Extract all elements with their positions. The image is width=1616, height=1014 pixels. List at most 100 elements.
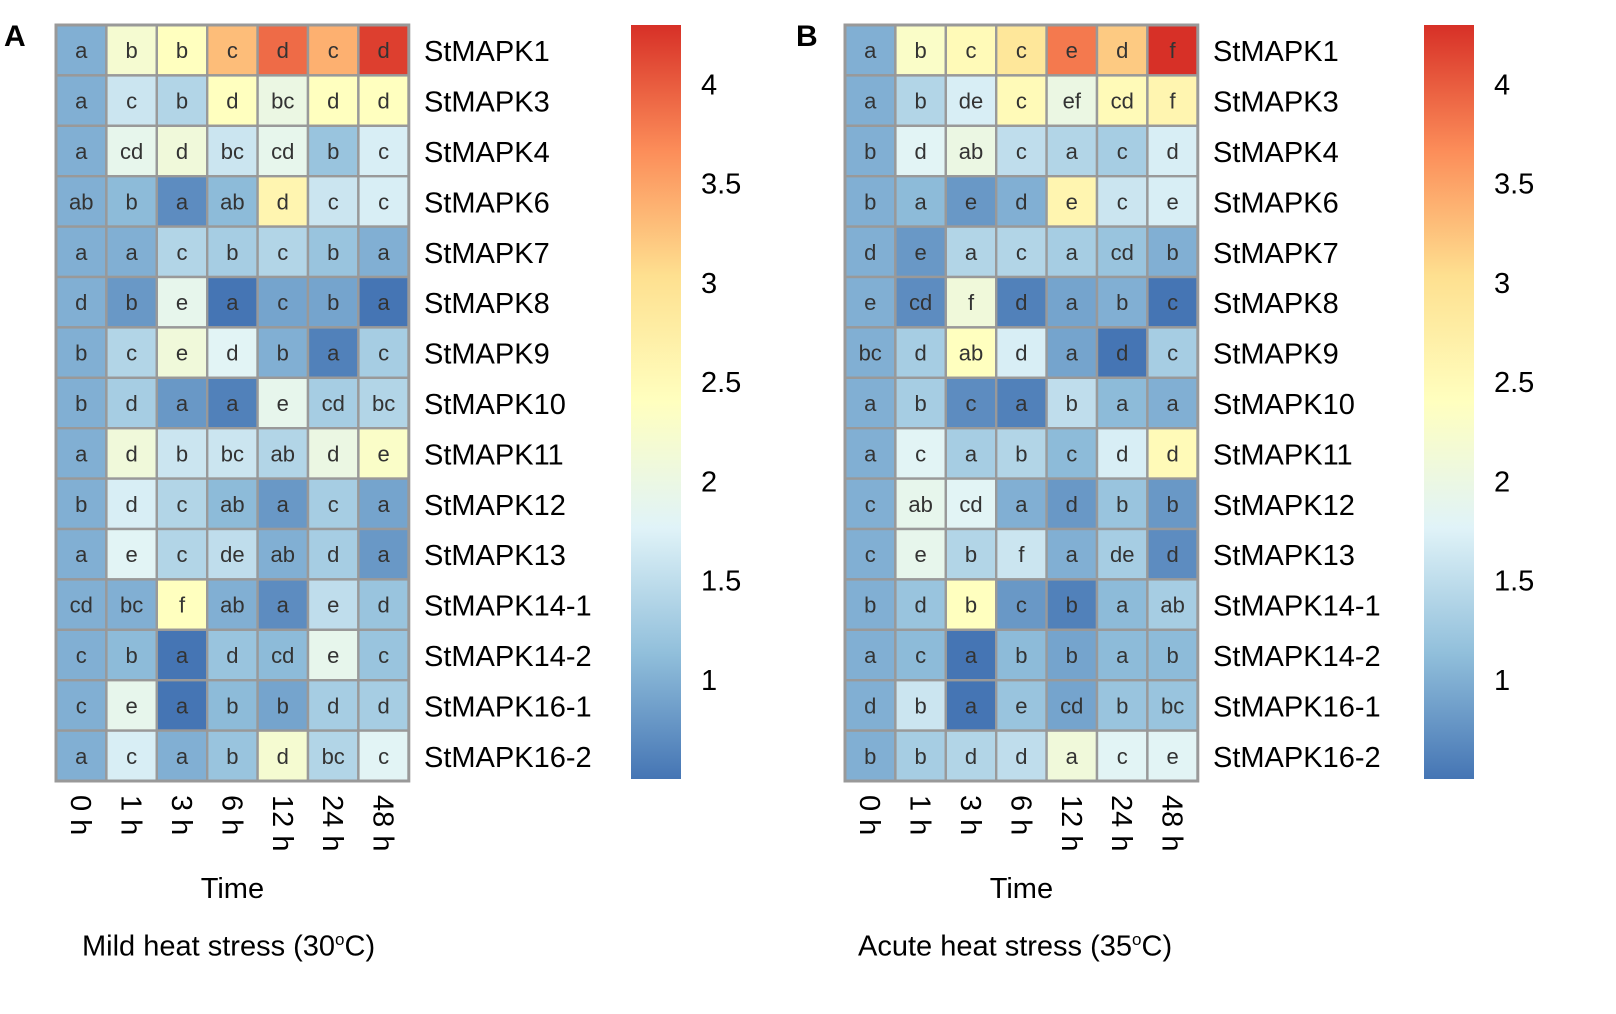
cell-annotation: a — [1166, 391, 1179, 416]
cell-annotation: c — [227, 38, 238, 63]
heatmap-cell — [1146, 275, 1199, 329]
colorbar-tick-label: 1 — [701, 665, 717, 697]
colorbar-tick-label: 4 — [701, 70, 717, 102]
panel-b: B a b c c e d f a b de c ef cd f b d ab c a c d b a e d e c e d e a c a c… — [796, 0, 1616, 1014]
cell-annotation: b — [914, 38, 926, 63]
cell-annotation: b — [226, 744, 238, 769]
cell-annotation: de — [959, 89, 983, 114]
cell-annotation: c — [1016, 240, 1027, 265]
cell-annotation: b — [914, 89, 926, 114]
cell-annotation: a — [75, 441, 88, 466]
heatmap-cell — [306, 427, 360, 480]
cell-annotation: cd — [271, 643, 294, 668]
heatmap-cell — [1045, 527, 1099, 581]
cell-annotation: b — [1166, 492, 1178, 517]
cell-annotation: d — [377, 593, 389, 618]
row-label: StMAPK1 — [424, 36, 550, 68]
cell-annotation: a — [75, 542, 88, 567]
heatmap-cell — [1146, 174, 1199, 228]
row-label: StMAPK14-1 — [424, 591, 592, 623]
cell-annotation: a — [1015, 391, 1028, 416]
x-axis-title: Time — [990, 873, 1053, 900]
heatmap-cell — [944, 477, 998, 531]
heatmap-cell — [994, 124, 1048, 178]
cell-annotation: e — [1066, 38, 1078, 63]
heatmap-cell — [205, 124, 259, 178]
cell-annotation: a — [1066, 341, 1079, 366]
heatmap-cell — [1095, 477, 1149, 531]
cell-annotation: b — [125, 38, 137, 63]
column-label: 48 h — [1156, 795, 1188, 851]
cell-annotation: cd — [70, 593, 93, 618]
cell-annotation: f — [179, 593, 186, 618]
heatmap-cell — [54, 326, 108, 379]
cell-annotation: a — [864, 441, 877, 466]
cell-annotation: cd — [1060, 693, 1083, 718]
heatmap-cell — [994, 23, 1048, 77]
row-label: StMAPK8 — [424, 288, 550, 320]
cell-annotation: b — [1015, 643, 1027, 668]
cell-annotation: bc — [120, 593, 143, 618]
cell-annotation: a — [864, 89, 877, 114]
heatmap-cell — [843, 376, 897, 430]
cell-annotation: e — [1166, 189, 1178, 214]
colorbar-tick-label: 2 — [701, 466, 717, 498]
cell-annotation: c — [126, 89, 137, 114]
cell-annotation: d — [327, 441, 339, 466]
row-label: StMAPK1 — [1213, 36, 1339, 68]
heatmap-cell — [843, 124, 897, 178]
cell-annotation: a — [864, 391, 877, 416]
heatmap-cell — [994, 679, 1048, 732]
colorbar-tick-label: 4 — [1494, 70, 1510, 102]
panel-a: A a b b c d c d a c b d bc d d a cd d bc cd b c ab b a ab d c c a a c b… — [4, 20, 741, 964]
heatmap-cell — [357, 74, 410, 128]
cell-annotation: a — [1116, 593, 1129, 618]
cell-annotation: b — [327, 139, 339, 164]
cell-annotation: e — [1166, 744, 1178, 769]
cell-annotation: a — [1066, 542, 1079, 567]
cell-annotation: a — [1066, 290, 1079, 315]
heatmap-cell — [1095, 729, 1149, 783]
column-label: 6 h — [1004, 795, 1036, 835]
cell-annotation: a — [125, 240, 138, 265]
cell-annotation: de — [220, 542, 244, 567]
cell-annotation: b — [864, 593, 876, 618]
panel-letter: A — [4, 20, 26, 53]
heatmap-cell — [256, 628, 310, 682]
panel-letter: B — [796, 20, 818, 53]
heatmap-cell — [155, 174, 209, 228]
cell-annotation: b — [75, 492, 87, 517]
heatmap-cell — [306, 376, 360, 430]
cell-annotation: b — [327, 290, 339, 315]
cell-annotation: e — [864, 290, 876, 315]
heatmap-cell — [105, 376, 159, 430]
cell-annotation: d — [1116, 341, 1128, 366]
heatmap-cell — [894, 326, 948, 379]
cell-annotation: e — [176, 341, 188, 366]
cell-annotation: b — [176, 89, 188, 114]
cell-annotation: c — [1117, 139, 1128, 164]
cell-annotation: a — [226, 290, 239, 315]
row-label: StMAPK6 — [1213, 187, 1339, 219]
cell-annotation: c — [378, 189, 389, 214]
degree-mark: o — [1132, 930, 1142, 949]
heatmap-cell — [894, 477, 948, 531]
row-label: StMAPK3 — [424, 87, 550, 119]
panel-caption: Mild heat stress (30oC) — [82, 930, 375, 964]
heatmap-cell — [994, 578, 1048, 632]
cell-annotation: a — [864, 643, 877, 668]
heatmap-cell — [944, 74, 998, 128]
cell-annotation: d — [914, 593, 926, 618]
heatmap-cell — [1045, 477, 1099, 531]
cell-annotation: c — [865, 542, 876, 567]
heatmap-cell — [205, 326, 259, 379]
row-label: StMAPK14-1 — [1213, 591, 1381, 623]
cell-annotation: ab — [271, 542, 295, 567]
cell-annotation: d — [125, 441, 137, 466]
heatmap-cell — [205, 376, 259, 430]
row-label: StMAPK14-2 — [424, 641, 592, 673]
cell-annotation: a — [1066, 139, 1079, 164]
column-label: 48 h — [367, 795, 399, 851]
cell-annotation: c — [865, 492, 876, 517]
cell-annotation: d — [1015, 744, 1027, 769]
